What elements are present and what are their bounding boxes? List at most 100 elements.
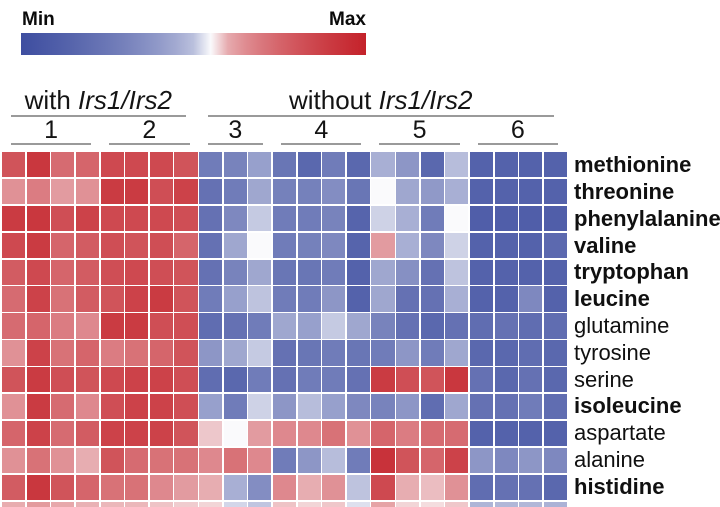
heatmap-cell (396, 393, 420, 420)
heatmap-cell (322, 178, 346, 205)
heatmap-cell (297, 313, 321, 339)
heatmap-cell (297, 447, 321, 474)
clipped-cell (445, 501, 469, 507)
heatmap-cell (371, 286, 395, 312)
heatmap-cell (297, 393, 321, 420)
heatmap-cell (51, 367, 75, 393)
heatmap-cell (248, 178, 272, 205)
heatmap-cell (248, 313, 272, 339)
heatmap-cell (248, 393, 272, 420)
heatmap-cell (469, 232, 494, 259)
heatmap-cell (445, 313, 469, 339)
clipped-cell (2, 501, 26, 507)
heatmap-cell (272, 447, 297, 474)
heatmap-cell (519, 152, 543, 178)
heatmap-cell (420, 178, 444, 205)
heatmap-cell (371, 340, 395, 366)
heatmap-cell (371, 420, 395, 447)
heatmap-cell (519, 259, 543, 285)
heatmap-cell (371, 178, 395, 205)
heatmap-cell (445, 259, 469, 285)
heatmap-cell (322, 152, 346, 178)
heatmap-cell (543, 178, 567, 205)
heatmap-cell (420, 313, 444, 339)
row-label-isoleucine: isoleucine (574, 393, 682, 419)
clipped-cell (26, 501, 50, 507)
heatmap-cell (26, 205, 50, 232)
heatmap-cell (26, 232, 50, 259)
heatmap-cell (248, 447, 272, 474)
heatmap-cell (199, 205, 223, 232)
heatmap-cell (543, 340, 567, 366)
heatmap-cell (149, 367, 173, 393)
heatmap-cell (75, 340, 100, 366)
heatmap-cell (125, 393, 149, 420)
heatmap-cell (420, 340, 444, 366)
heatmap-cell (371, 474, 395, 500)
heatmap-cell (371, 313, 395, 339)
heatmap-cell (494, 313, 518, 339)
heatmap-cell (494, 393, 518, 420)
heatmap-cell (51, 474, 75, 500)
heatmap-cell (519, 286, 543, 312)
heatmap-cell (322, 205, 346, 232)
heatmap-cell (2, 474, 26, 500)
sample-number-1: 1 (44, 116, 59, 144)
heatmap-cell (75, 393, 100, 420)
heatmap-cell (26, 286, 50, 312)
heatmap-cell (272, 259, 297, 285)
heatmap-cell (174, 393, 198, 420)
heatmap-cell (322, 420, 346, 447)
heatmap-cell (199, 447, 223, 474)
heatmap-cell (75, 232, 100, 259)
heatmap-cell (223, 232, 247, 259)
heatmap-cell (2, 367, 26, 393)
sample-underline-5 (379, 143, 460, 145)
heatmap-cell (174, 474, 198, 500)
heatmap-cell (149, 474, 173, 500)
heatmap-cell (420, 286, 444, 312)
heatmap-cell (272, 178, 297, 205)
heatmap-cell (199, 152, 223, 178)
heatmap-cell (75, 259, 100, 285)
heatmap-cell (199, 474, 223, 500)
clipped-cell (223, 501, 247, 507)
heatmap-cell (223, 367, 247, 393)
heatmap-cell (445, 447, 469, 474)
heatmap-cell (322, 259, 346, 285)
row-label-serine: serine (574, 366, 634, 392)
heatmap-cell (100, 393, 124, 420)
heatmap-cell (26, 420, 50, 447)
row-label-glutamine: glutamine (574, 313, 670, 338)
heatmap-cell (543, 259, 567, 285)
heatmap-cell (248, 340, 272, 366)
heatmap-cell (371, 447, 395, 474)
heatmap-cell (26, 367, 50, 393)
heatmap-cell (2, 286, 26, 312)
heatmap-cell (543, 447, 567, 474)
heatmap-cell (223, 447, 247, 474)
heatmap-cell (396, 178, 420, 205)
heatmap-cell (322, 340, 346, 366)
heatmap-cell (420, 205, 444, 232)
heatmap-cell (396, 152, 420, 178)
heatmap-cell (75, 447, 100, 474)
heatmap-cell (149, 393, 173, 420)
clipped-next-row-strip (2, 501, 567, 507)
heatmap-cell (469, 152, 494, 178)
heatmap-cell (248, 286, 272, 312)
heatmap-cell (469, 393, 494, 420)
heatmap-cell (272, 474, 297, 500)
heatmap-cell (346, 420, 370, 447)
heatmap-cell (297, 420, 321, 447)
heatmap-cell (125, 259, 149, 285)
heatmap-cell (469, 286, 494, 312)
heatmap-cell (199, 420, 223, 447)
heatmap-cell (494, 259, 518, 285)
heatmap-cell (445, 420, 469, 447)
heatmap-cell (75, 152, 100, 178)
heatmap-cell (396, 340, 420, 366)
heatmap-cell (297, 259, 321, 285)
heatmap-cell (469, 340, 494, 366)
sample-number-4: 4 (314, 116, 329, 144)
